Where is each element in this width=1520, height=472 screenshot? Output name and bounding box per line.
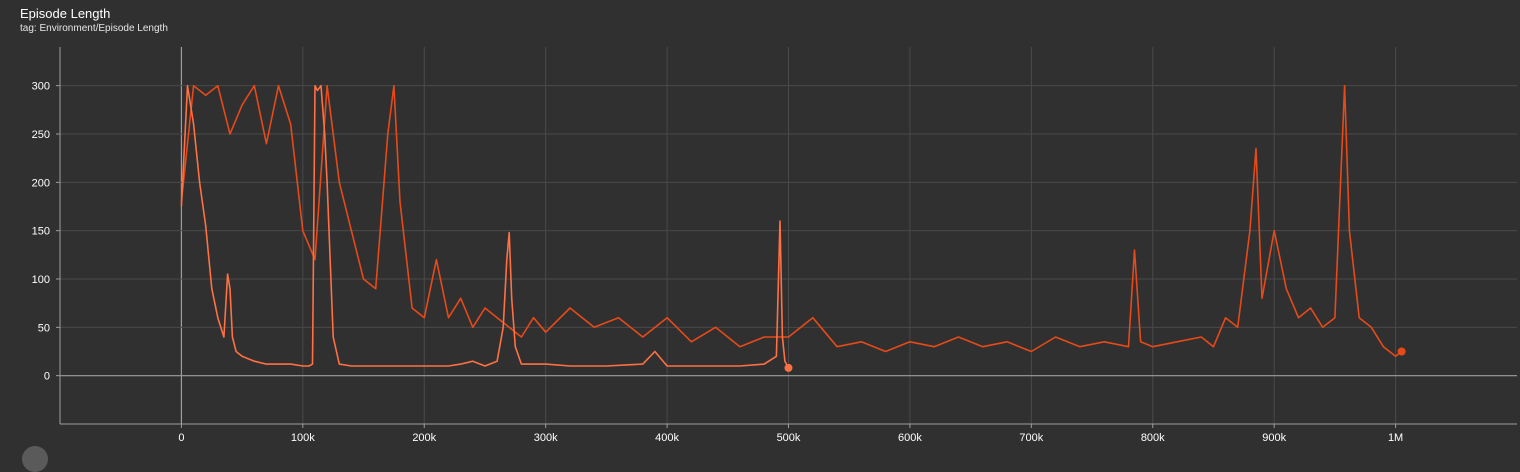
y-tick-label: 200	[32, 177, 50, 189]
series-line-1[interactable]	[180, 84, 790, 369]
chart-card-header: Episode Length tag: Environment/Episode …	[20, 6, 168, 35]
x-tick-label: 500k	[777, 432, 801, 444]
x-tick-label: 800k	[1141, 432, 1165, 444]
x-tick-label: 0	[178, 432, 184, 444]
x-tick-label: 200k	[412, 432, 436, 444]
series-end-point-1	[784, 363, 793, 372]
y-tick-label: 250	[32, 129, 50, 141]
x-tick-label: 900k	[1262, 432, 1286, 444]
x-tick-label: 700k	[1019, 432, 1043, 444]
series-line-2[interactable]	[180, 84, 1403, 358]
y-tick-label: 100	[32, 274, 50, 286]
x-tick-label: 1M	[1388, 432, 1403, 444]
y-tick-label: 300	[32, 81, 50, 93]
x-tick-label: 400k	[655, 432, 679, 444]
y-tick-label: 50	[38, 322, 50, 334]
x-tick-label: 100k	[291, 432, 315, 444]
y-tick-label: 0	[44, 371, 50, 383]
y-tick-label: 150	[32, 226, 50, 238]
line-chart[interactable]: 0 100k 200k 300k 400k 500k 600k 700k 800k 900k 1M 0…	[0, 0, 1520, 452]
series-end-point-2	[1397, 347, 1406, 356]
chart-tag: tag: Environment/Episode Length	[20, 23, 168, 34]
expand-button[interactable]	[22, 446, 48, 472]
x-tick-label: 300k	[534, 432, 558, 444]
chart-title: Episode Length	[20, 6, 111, 21]
x-tick-label: 600k	[898, 432, 922, 444]
